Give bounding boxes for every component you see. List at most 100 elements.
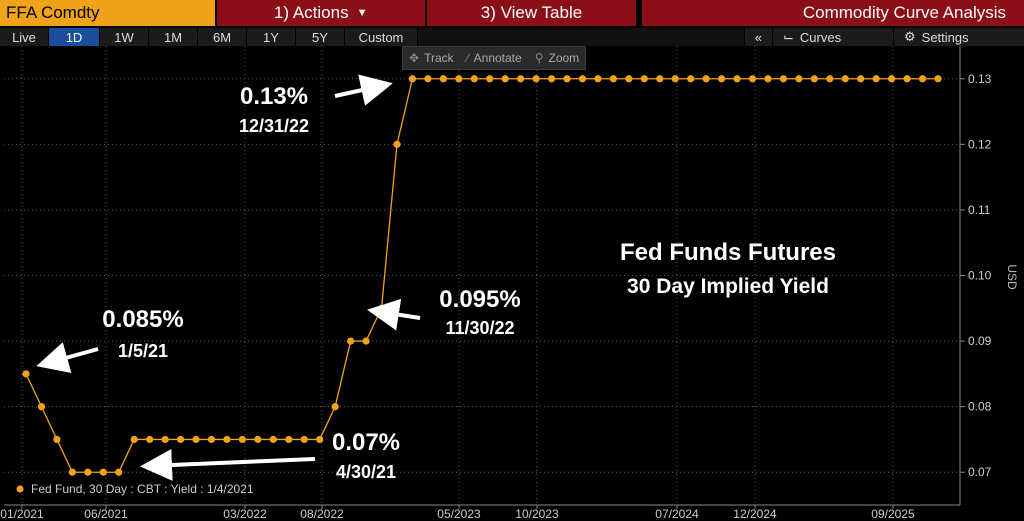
- curves-button[interactable]: ⌙ Curves: [772, 28, 893, 46]
- collapse-button[interactable]: «: [743, 28, 772, 46]
- ticker-field[interactable]: FFA Comdty: [0, 0, 215, 26]
- legend-label: Fed Fund, 30 Day : CBT : Yield : 1/4/202…: [31, 482, 254, 496]
- data-point: [331, 403, 339, 411]
- y-tick-label: 0.12: [968, 137, 992, 151]
- data-point: [53, 435, 61, 444]
- y-tick-label: 0.08: [968, 400, 992, 414]
- x-tick-label: 06/2021: [84, 507, 128, 521]
- zoom-label: Zoom: [548, 51, 580, 65]
- data-point: [161, 435, 169, 444]
- annotation-date-3: 11/30/22: [445, 318, 514, 338]
- chart-toolbar: ✥ Track ∕ Annotate ⚲ Zoom: [402, 46, 587, 70]
- data-point: [68, 468, 76, 476]
- magnifier-icon: ⚲: [534, 51, 544, 65]
- y-tick-label: 0.13: [968, 72, 992, 86]
- y-tick-label: 0.10: [968, 269, 992, 283]
- annotation-value-2: 0.07%: [332, 429, 400, 456]
- chart-title: Fed Funds Futures: [620, 239, 836, 266]
- x-tick-label: 09/2025: [871, 507, 915, 521]
- x-tick-label: 05/2023: [437, 507, 481, 521]
- data-point: [594, 75, 602, 83]
- data-point: [671, 75, 679, 83]
- chart-subtitle: 30 Day Implied Yield: [627, 275, 829, 298]
- annotation-date-2: 4/30/21: [336, 462, 396, 482]
- data-point: [733, 75, 741, 83]
- range-1d[interactable]: 1D: [49, 28, 100, 46]
- x-tick-label: 08/2022: [300, 507, 344, 521]
- x-tick-label: 10/2023: [515, 507, 559, 521]
- annotation-date-4: 12/31/22: [239, 116, 309, 136]
- data-point: [872, 75, 880, 83]
- actions-menu[interactable]: 1) Actions ▼: [216, 0, 425, 26]
- data-point: [99, 468, 107, 476]
- data-point: [903, 75, 911, 83]
- data-point: [362, 337, 370, 345]
- range-6m[interactable]: 6M: [198, 28, 247, 46]
- data-point: [501, 75, 509, 83]
- data-point: [347, 337, 355, 345]
- curves-icon: ⌙: [783, 29, 794, 44]
- curves-label: Curves: [799, 29, 842, 45]
- data-point: [702, 75, 710, 83]
- track-tool[interactable]: ✥ Track: [403, 47, 460, 69]
- data-point: [486, 75, 494, 83]
- annotation-arrow-4: [334, 74, 393, 106]
- x-tick-label: 01/2021: [0, 507, 44, 521]
- crosshair-icon: ✥: [409, 51, 420, 65]
- data-point: [84, 468, 92, 476]
- data-point: [810, 75, 818, 83]
- data-point: [146, 435, 154, 444]
- data-point: [254, 435, 262, 444]
- data-point: [300, 435, 308, 444]
- data-point: [22, 370, 30, 378]
- data-point: [764, 75, 772, 83]
- range-bar-spacer: [418, 28, 744, 46]
- annotation-arrow-3: [367, 298, 421, 331]
- data-point: [130, 435, 138, 444]
- y-ticks: 0.07 0.08 0.09 0.10 0.11 0.12 0.13: [960, 72, 992, 479]
- pencil-icon: ∕: [466, 51, 469, 65]
- settings-button[interactable]: ⚙ Settings: [893, 28, 1024, 46]
- range-1y[interactable]: 1Y: [247, 28, 296, 46]
- y-axis-label: USD: [1005, 264, 1019, 290]
- track-label: Track: [424, 51, 454, 65]
- data-point: [918, 75, 927, 83]
- data-point: [223, 435, 231, 444]
- y-tick-label: 0.07: [968, 465, 992, 479]
- data-point: [207, 435, 216, 444]
- range-5y[interactable]: 5Y: [296, 28, 345, 46]
- actions-label: 1) Actions: [273, 3, 349, 22]
- data-point: [578, 75, 587, 83]
- data-point: [795, 75, 803, 83]
- data-point: [517, 75, 525, 83]
- data-point: [455, 75, 463, 83]
- caret-down-icon: ▼: [356, 7, 368, 19]
- view-table-button[interactable]: 3) View Table: [426, 0, 637, 26]
- y-tick-label: 0.09: [968, 334, 992, 348]
- range-1m[interactable]: 1M: [149, 28, 198, 46]
- data-point: [470, 75, 478, 83]
- data-point: [563, 75, 571, 83]
- data-point: [176, 435, 185, 444]
- annotate-tool[interactable]: ∕ Annotate: [461, 47, 528, 69]
- legend-marker: [16, 485, 24, 493]
- range-1w[interactable]: 1W: [100, 28, 149, 46]
- annotation-value-1: 0.085%: [102, 306, 183, 333]
- x-tick-label: 07/2024: [655, 507, 699, 521]
- data-point: [888, 75, 896, 83]
- range-custom[interactable]: Custom: [345, 28, 418, 46]
- data-point: [841, 75, 849, 83]
- data-point: [316, 435, 324, 444]
- annotation-arrow-2: [140, 449, 316, 481]
- top-bar: FFA Comdty 1) Actions ▼ 3) View Table Co…: [0, 0, 1024, 28]
- annotation-arrow-1: [36, 342, 99, 373]
- range-bar: Live 1D 1W 1M 6M 1Y 5Y Custom « ⌙ Curves…: [0, 28, 1024, 46]
- x-tick-label: 12/2024: [733, 507, 777, 521]
- data-point: [934, 75, 942, 83]
- annotation-value-3: 0.095%: [439, 286, 520, 313]
- data-point: [857, 75, 865, 83]
- series-line: [22, 75, 942, 476]
- range-live[interactable]: Live: [0, 28, 49, 46]
- zoom-tool[interactable]: ⚲ Zoom: [529, 47, 585, 69]
